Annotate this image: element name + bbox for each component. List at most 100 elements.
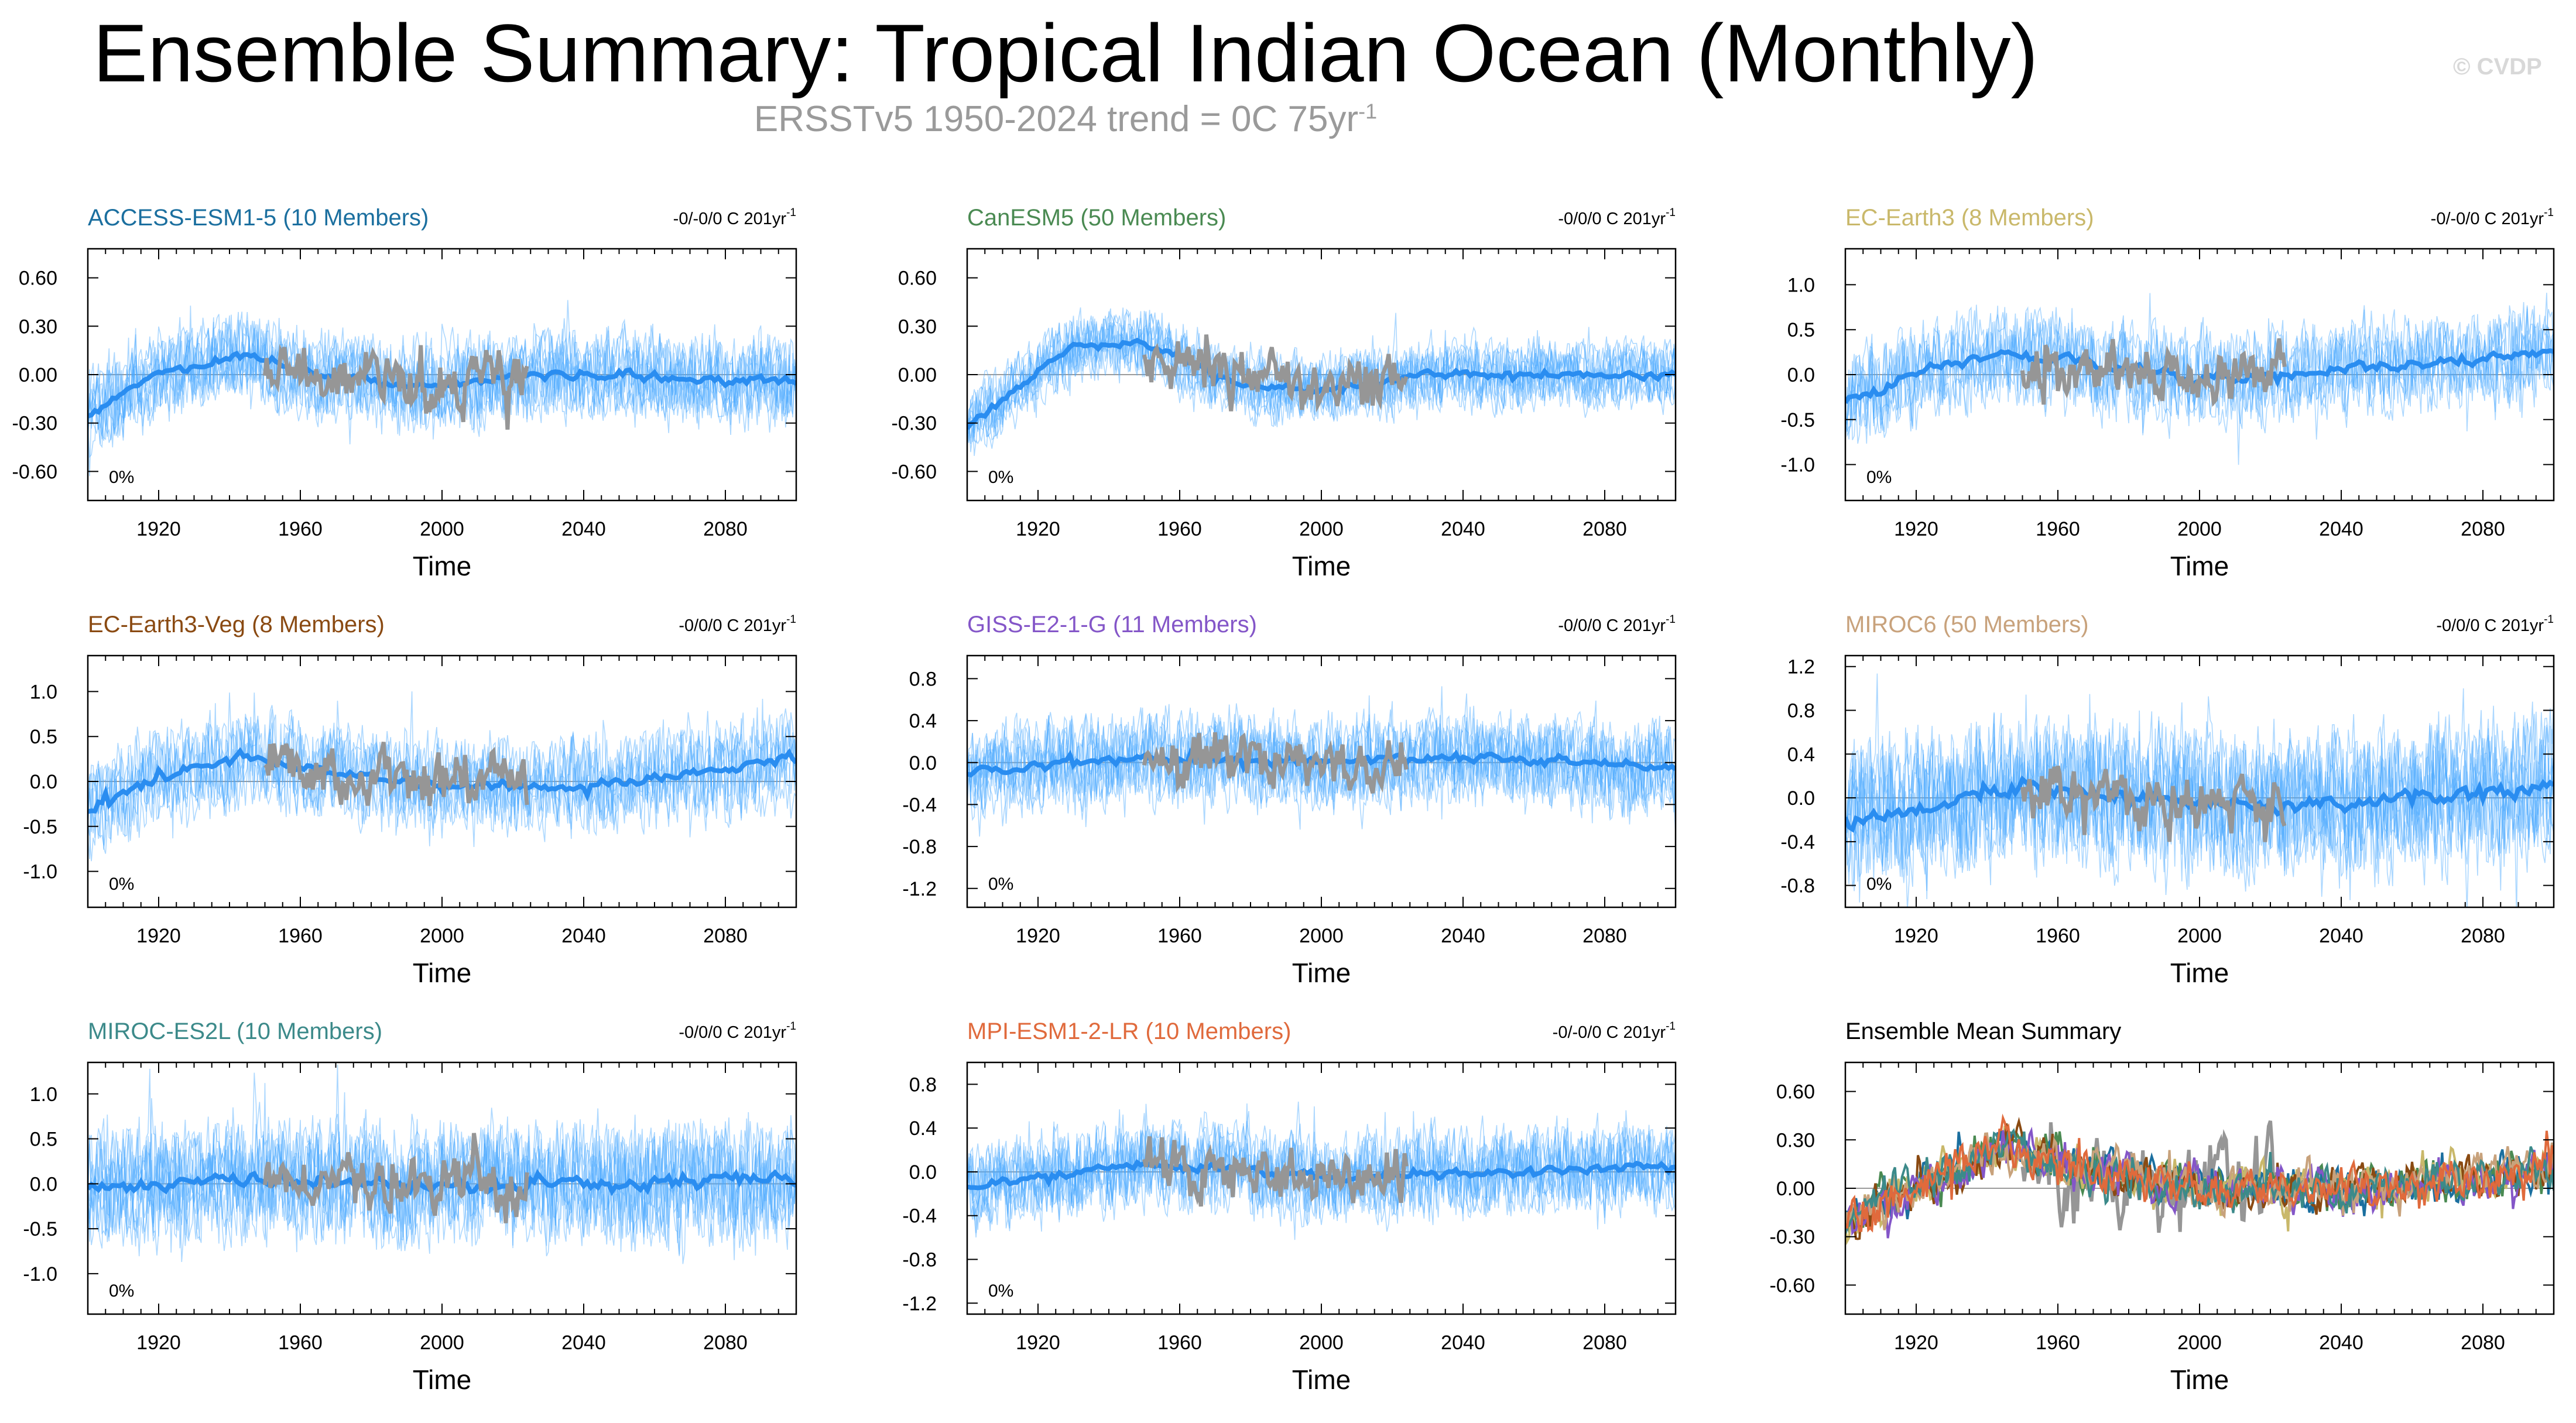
x-tick-label: 2040 <box>1441 925 1485 947</box>
x-tick-label: 2040 <box>2319 1332 2363 1354</box>
trend-label: -0/0/0 C 201yr-1 <box>679 1020 796 1042</box>
x-tick-label: 1920 <box>1016 925 1060 947</box>
x-tick-label: 1920 <box>1016 1332 1060 1354</box>
series-MPI-ESM1-2-LR <box>1845 1113 2554 1233</box>
member-line <box>967 307 1676 448</box>
x-axis-label: Time <box>413 1364 472 1395</box>
y-tick-label: 0.0 <box>30 1173 57 1195</box>
x-tick-label: 2000 <box>420 1332 464 1354</box>
y-tick-label: 0.8 <box>909 668 937 690</box>
x-tick-label: 2080 <box>703 518 748 540</box>
member-line <box>88 698 796 854</box>
y-tick-label: -0.4 <box>902 794 937 816</box>
panel-5: 1920 1960 2000 2040 2080 -0.8 -0.4 0.0 0.4 0.8 1.2… <box>1780 612 2555 988</box>
y-tick-label: 1.0 <box>30 1083 57 1106</box>
y-tick-label: -0.5 <box>23 1218 57 1240</box>
percent-label: 0% <box>988 875 1013 894</box>
x-axis-label: Time <box>413 551 472 581</box>
x-tick-label: 1920 <box>1894 925 1938 947</box>
x-tick-label: 1920 <box>136 518 181 540</box>
member-line <box>1845 701 2554 907</box>
percent-label: 0% <box>988 1281 1013 1301</box>
member-line <box>88 1092 796 1260</box>
percent-label: 0% <box>109 1281 134 1301</box>
x-tick-label: 2040 <box>561 1332 606 1354</box>
member-line <box>1845 710 2554 891</box>
x-tick-label: 2040 <box>561 518 606 540</box>
panel-title: EC-Earth3-Veg (8 Members) <box>88 612 385 637</box>
y-tick-label: -1.0 <box>23 861 57 883</box>
member-line <box>88 1112 796 1255</box>
y-tick-label: -1.0 <box>23 1263 57 1285</box>
plot-area <box>88 1064 796 1264</box>
y-tick-label: -1.2 <box>902 878 937 900</box>
main-title: Ensemble Summary: Tropical Indian Ocean … <box>93 7 2039 99</box>
ensemble-mean-line <box>967 1159 1676 1191</box>
x-tick-label: 2040 <box>561 925 606 947</box>
x-tick-label: 1960 <box>1157 925 1202 947</box>
member-line <box>967 704 1676 821</box>
panel-3: 1920 1960 2000 2040 2080 -1.0 -0.5 0.0 0.5 1.0 Tim… <box>23 612 797 988</box>
member-line <box>1845 306 2554 444</box>
x-tick-label: 1920 <box>136 925 181 947</box>
y-tick-label: 0.8 <box>1787 700 1815 722</box>
panel-2: 1920 1960 2000 2040 2080 -1.0 -0.5 0.0 0.5 1.0 Tim… <box>1780 205 2555 581</box>
y-tick-label: -1.0 <box>1780 454 1815 476</box>
observations-line <box>1142 732 1409 794</box>
y-tick-label: 0.30 <box>1776 1129 1815 1151</box>
member-line <box>88 705 796 862</box>
x-tick-label: 2000 <box>420 925 464 947</box>
x-axis-label: Time <box>2170 958 2229 988</box>
observations-line <box>1142 1136 1409 1207</box>
y-tick-label: 0.5 <box>30 726 57 748</box>
member-line <box>967 316 1676 447</box>
ensemble-mean-line <box>967 338 1676 430</box>
x-axis-label: Time <box>2170 1364 2229 1395</box>
trend-label: -0/-0/0 C 201yr-1 <box>673 207 796 228</box>
member-line <box>88 1107 796 1264</box>
x-tick-label: 1960 <box>278 1332 323 1354</box>
panel-title: MIROC-ES2L (10 Members) <box>88 1019 382 1044</box>
percent-label: 0% <box>1866 875 1892 894</box>
x-tick-label: 2000 <box>1299 1332 1344 1354</box>
y-tick-label: -0.30 <box>1770 1226 1815 1249</box>
y-tick-label: -0.8 <box>1780 875 1815 897</box>
x-tick-label: 2040 <box>2319 518 2363 540</box>
y-tick-label: 0.60 <box>898 268 937 290</box>
observations-line <box>263 344 529 430</box>
trend-label: -0/0/0 C 201yr-1 <box>1558 613 1676 635</box>
y-tick-label: 0.60 <box>1776 1081 1815 1103</box>
panel-title: MIROC6 (50 Members) <box>1845 612 2089 637</box>
y-tick-label: 0.0 <box>1787 364 1815 386</box>
percent-label: 0% <box>109 875 134 894</box>
y-tick-label: 0.0 <box>30 771 57 793</box>
member-line <box>1845 302 2554 437</box>
plot-area <box>967 307 1676 456</box>
y-tick-label: -1.2 <box>902 1292 937 1315</box>
member-line <box>88 314 796 440</box>
observations-line <box>263 1133 529 1223</box>
y-tick-label: 0.60 <box>19 268 57 290</box>
panel-0: 1920 1960 2000 2040 2080 -0.60 -0.30 0.00 0.30 0.… <box>12 205 797 581</box>
plot-area <box>967 1101 1676 1240</box>
x-tick-label: 2000 <box>420 518 464 540</box>
trend-label: -0/-0/0 C 201yr-1 <box>2431 207 2554 228</box>
y-tick-label: 0.0 <box>1787 787 1815 810</box>
member-line <box>88 1109 796 1248</box>
plot-area <box>88 300 796 476</box>
y-tick-label: 0.8 <box>909 1074 937 1096</box>
x-tick-label: 1960 <box>278 518 323 540</box>
x-tick-label: 2080 <box>2461 925 2505 947</box>
member-line <box>88 1098 796 1254</box>
y-tick-label: -0.5 <box>23 816 57 838</box>
x-tick-label: 1960 <box>2036 925 2080 947</box>
member-line <box>88 320 796 441</box>
percent-label: 0% <box>109 468 134 487</box>
x-tick-label: 1960 <box>1157 1332 1202 1354</box>
observations-line <box>263 742 529 807</box>
member-line <box>967 310 1676 452</box>
panel-8: 1920 1960 2000 2040 2080 -0.60 -0.30 0.00 0.30 0.… <box>1770 1019 2555 1395</box>
member-line <box>1845 293 2554 465</box>
series-MIROC-ES2L <box>1845 1128 2554 1234</box>
